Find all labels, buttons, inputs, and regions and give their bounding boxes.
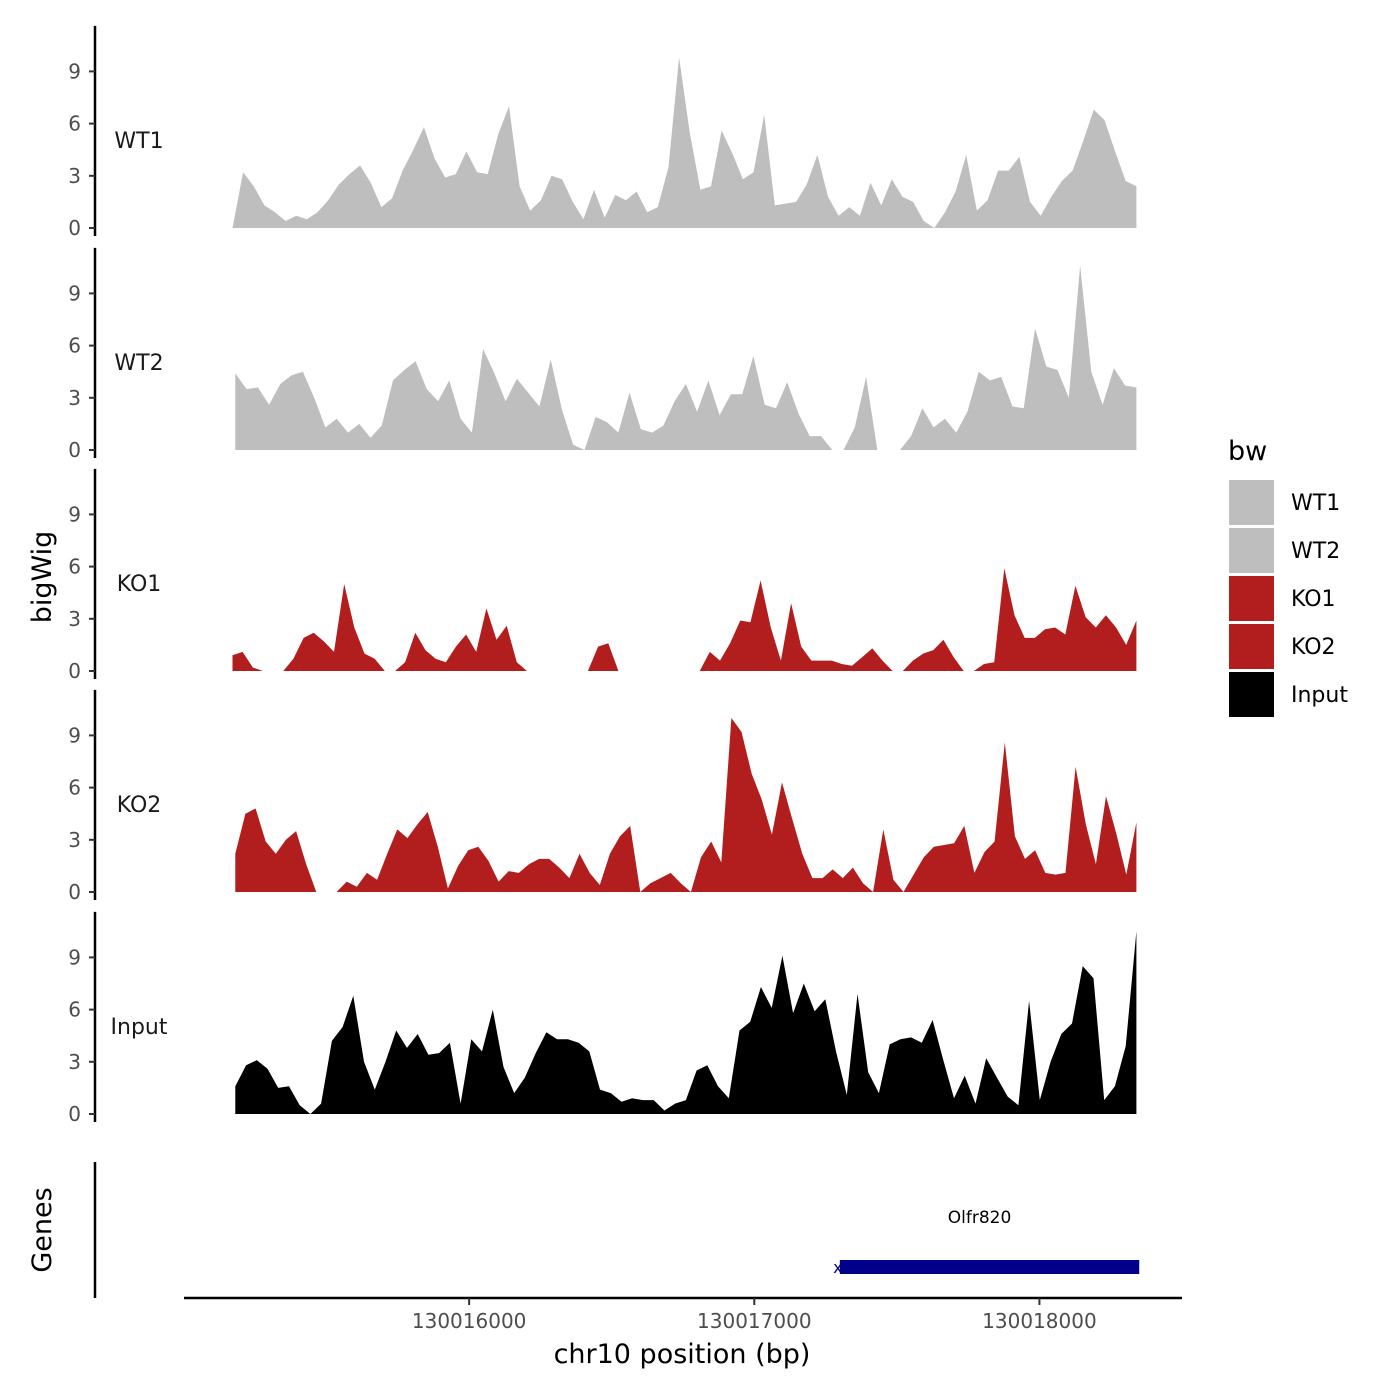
y-tick-label: 6 [68,334,81,358]
gene-label-olfr820: Olfr820 [948,1208,1012,1228]
y-axis-title: bigWig [27,531,58,624]
track-panel-wt2: 0 3 6 9 WT2 [68,247,1137,462]
legend-key-ko2 [1229,624,1274,669]
track-panel-input: 0 3 6 9 Input [68,911,1137,1126]
y-tick-label: 3 [68,164,81,188]
y-tick-label: 0 [68,216,81,240]
gene-body-olfr820 [839,1260,1140,1274]
y-tick-label: 3 [68,828,81,852]
area-ko2 [235,718,1137,892]
x-tick-label: 130018000 [982,1309,1097,1333]
track-panel-wt1: 0 3 6 9 WT1 [68,25,1137,240]
legend-key-wt1 [1229,480,1274,525]
y-tick-label: 3 [68,386,81,410]
y-tick-label: 0 [68,659,81,683]
tracks-layer: 0 3 6 9 WT1 0 3 6 9 WT2 0 3 6 9 KO1 0 3 6 9 KO2 0 3 6 9 Input [68,25,1137,1126]
legend-key-input [1229,672,1274,717]
track-label-ko2: KO2 [117,793,162,818]
x-axis-title: chr10 position (bp) [554,1339,811,1370]
legend-label-wt2: WT2 [1291,539,1340,564]
track-label-wt1: WT1 [114,129,163,154]
x-tick-label: 130016000 [412,1309,527,1333]
y-tick-label: 3 [68,607,81,631]
track-panel-ko1: 0 3 6 9 KO1 [68,468,1137,683]
y-tick-label: 9 [68,723,81,747]
y-tick-label: 9 [68,945,81,969]
legend-label-ko1: KO1 [1291,587,1336,612]
area-wt1 [232,57,1137,228]
genes-panel: Genes x Olfr820 [27,1162,1140,1298]
x-tick-label: 130017000 [697,1309,812,1333]
y-tick-label: 0 [68,1102,81,1126]
y-tick-label: 9 [68,59,81,83]
gene-strand-marker: x [833,1258,842,1277]
area-wt2 [235,265,1137,450]
y-tick-label: 0 [68,438,81,462]
y-tick-label: 6 [68,776,81,800]
genes-axis-title: Genes [27,1187,58,1272]
track-panel-ko2: 0 3 6 9 KO2 [68,689,1137,904]
legend-key-wt2 [1229,528,1274,573]
legend-label-ko2: KO2 [1291,635,1336,660]
legend-key-ko1 [1229,576,1274,621]
area-input [235,931,1137,1114]
legend-title: bw [1228,436,1267,467]
x-axis: chr10 position (bp) 130016000 130017000 13… [184,1296,1182,1370]
track-label-ko1: KO1 [117,572,162,597]
track-label-input: Input [111,1015,168,1040]
y-tick-label: 6 [68,112,81,136]
y-tick-label: 3 [68,1050,81,1074]
y-tick-label: 6 [68,555,81,579]
y-tick-label: 9 [68,281,81,305]
y-tick-label: 9 [68,502,81,526]
y-tick-label: 6 [68,998,81,1022]
area-ko1 [232,568,1137,671]
track-label-wt2: WT2 [114,351,163,376]
y-tick-label: 0 [68,880,81,904]
legend: bw WT1 WT2 KO1 KO2 Input [1228,436,1348,717]
legend-label-wt1: WT1 [1291,491,1340,516]
legend-label-input: Input [1291,683,1348,708]
